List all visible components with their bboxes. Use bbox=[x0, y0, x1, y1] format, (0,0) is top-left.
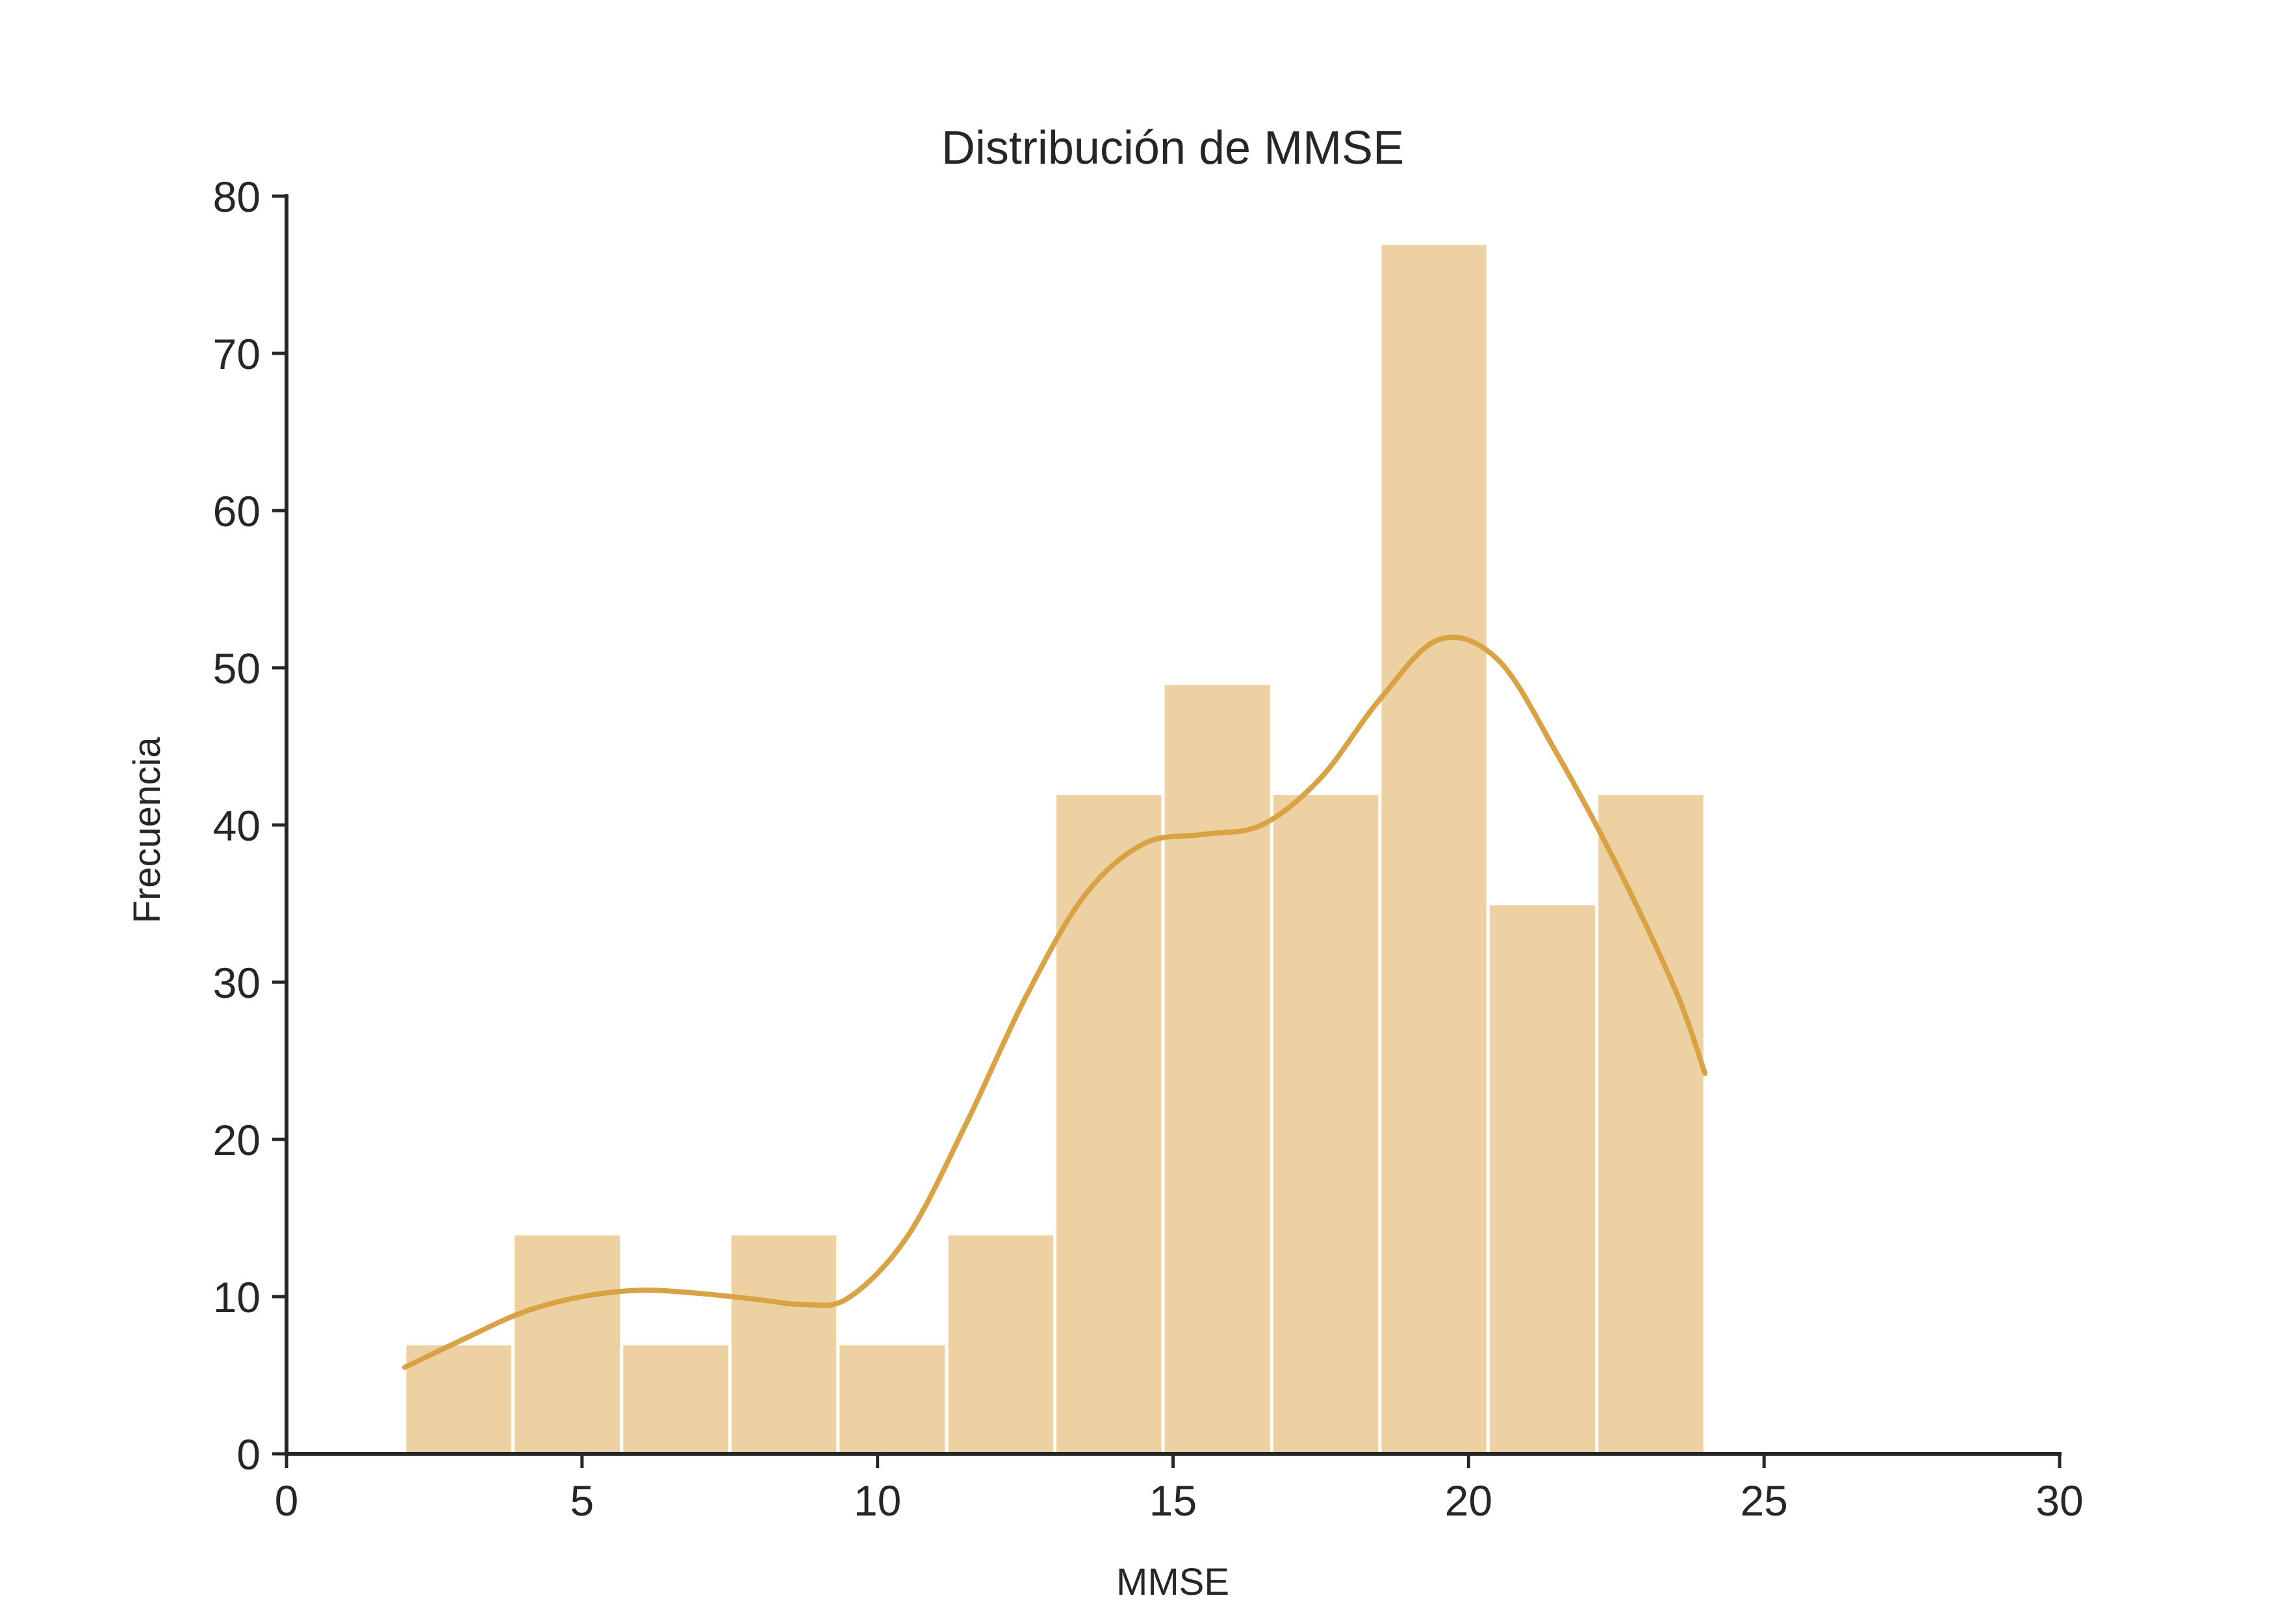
y-tick-label: 0 bbox=[236, 1430, 261, 1478]
y-tick-label: 20 bbox=[213, 1116, 261, 1164]
x-tick-label: 10 bbox=[854, 1477, 901, 1525]
y-tick-label: 70 bbox=[213, 330, 261, 378]
chart-title: Distribución de MMSE bbox=[941, 122, 1404, 174]
histogram-bar bbox=[1595, 792, 1707, 1456]
histogram-bar bbox=[511, 1232, 624, 1456]
histogram-bar bbox=[1053, 792, 1165, 1456]
histogram-bar bbox=[1161, 681, 1273, 1456]
histogram-bar bbox=[1378, 242, 1490, 1456]
histogram-bar bbox=[945, 1232, 1057, 1456]
x-tick-label: 5 bbox=[570, 1477, 594, 1525]
histogram-bar bbox=[1486, 902, 1599, 1456]
x-tick-label: 0 bbox=[275, 1477, 299, 1525]
y-tick-label: 80 bbox=[213, 173, 261, 221]
histogram-bar bbox=[728, 1232, 840, 1456]
bars-group bbox=[403, 242, 1707, 1456]
y-tick-label: 50 bbox=[213, 644, 261, 692]
x-tick-label: 15 bbox=[1149, 1477, 1197, 1525]
x-tick-label: 20 bbox=[1445, 1477, 1492, 1525]
y-axis-label: Frecuencia bbox=[126, 737, 168, 924]
histogram-bar bbox=[1270, 792, 1382, 1456]
y-tick-label: 40 bbox=[213, 802, 261, 850]
kde-curve bbox=[402, 635, 1708, 1370]
histogram-bar bbox=[836, 1342, 949, 1456]
y-tick-label: 30 bbox=[213, 959, 261, 1007]
x-tick-label: 25 bbox=[1740, 1477, 1787, 1525]
x-axis-label: MMSE bbox=[1116, 1561, 1229, 1603]
histogram-bar bbox=[620, 1342, 732, 1456]
histogram-bar bbox=[403, 1342, 515, 1456]
y-tick-label: 10 bbox=[213, 1273, 261, 1321]
axes-group: 0 5 10 15 20 25 30 0 10 20 30 40 50 60 70 80 bbox=[213, 173, 2084, 1525]
y-tick-label: 60 bbox=[213, 487, 261, 535]
x-tick-label: 30 bbox=[2036, 1477, 2083, 1525]
